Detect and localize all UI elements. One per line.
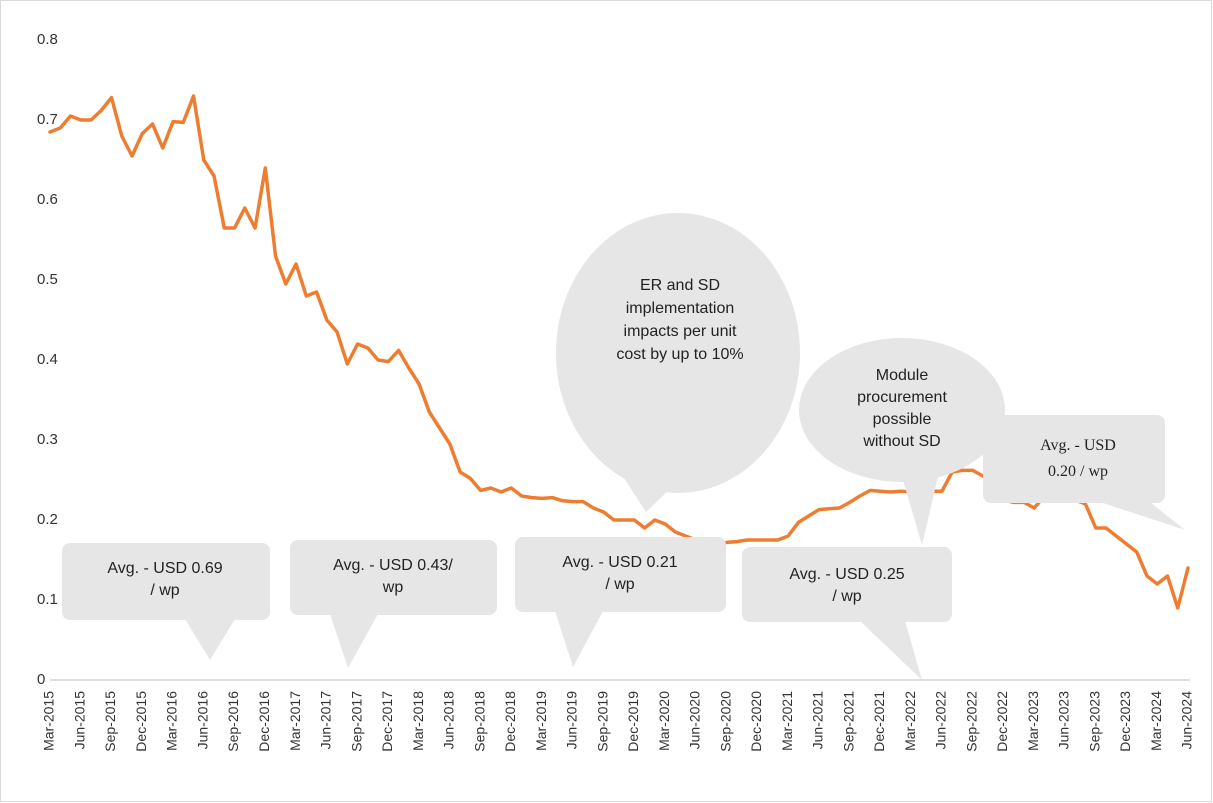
x-tick-label: Sep-2022 xyxy=(963,691,979,752)
callout-tail xyxy=(185,619,235,660)
callout-tail xyxy=(860,621,922,680)
x-tick-label: Mar-2019 xyxy=(533,691,549,751)
x-tick-label: Jun-2017 xyxy=(318,691,334,750)
x-tick-label: Mar-2018 xyxy=(410,691,426,751)
x-tick-label: Mar-2015 xyxy=(41,691,57,751)
x-tick-label: Jun-2023 xyxy=(1056,691,1072,750)
x-tick-label: Jun-2020 xyxy=(687,691,703,750)
callout-text: Avg. - USD 0.43/wp xyxy=(333,557,453,596)
callout-text: Avg. - USD 0.21/ wp xyxy=(562,554,677,593)
callout xyxy=(983,415,1165,503)
y-tick-label: 0 xyxy=(37,671,45,688)
x-tick-label: Dec-2017 xyxy=(379,691,395,752)
x-tick-label: Dec-2020 xyxy=(748,691,764,752)
x-tick-label: Mar-2024 xyxy=(1148,691,1164,751)
x-tick-label: Dec-2023 xyxy=(1117,691,1133,752)
y-tick-label: 0.3 xyxy=(37,431,58,448)
x-tick-label: Jun-2015 xyxy=(71,691,87,750)
callout xyxy=(515,537,726,612)
x-tick-label: Sep-2016 xyxy=(225,691,241,752)
speech-bubble xyxy=(556,213,800,493)
callout-tail xyxy=(900,468,940,545)
callout xyxy=(62,543,270,620)
x-tick-label: Mar-2016 xyxy=(164,691,180,751)
callout xyxy=(742,547,952,622)
callout-tail xyxy=(555,611,603,667)
callout-text: Avg. - USD 0.69/ wp xyxy=(107,560,222,599)
callouts: Avg. - USD 0.69/ wp Avg. - USD 0.43/wp A… xyxy=(62,213,1185,680)
x-tick-label: Sep-2021 xyxy=(840,691,856,752)
x-tick-label: Jun-2018 xyxy=(441,691,457,750)
y-tick-label: 0.6 xyxy=(37,191,58,208)
x-tick-label: Sep-2015 xyxy=(102,691,118,752)
callout-text: Avg. - USD 0.25/ wp xyxy=(789,566,904,605)
x-tick-label: Sep-2018 xyxy=(471,691,487,752)
x-tick-label: Mar-2023 xyxy=(1025,691,1041,751)
x-tick-label: Sep-2019 xyxy=(594,691,610,752)
y-tick-label: 0.4 xyxy=(37,351,58,368)
callout-tail xyxy=(1100,502,1185,530)
y-tick-label: 0.1 xyxy=(37,591,58,608)
callout-tail xyxy=(622,465,695,512)
x-tick-label: Jun-2024 xyxy=(1179,691,1195,750)
x-tick-label: Dec-2018 xyxy=(502,691,518,752)
x-tick-label: Mar-2020 xyxy=(656,691,672,751)
x-tick-label: Sep-2023 xyxy=(1086,691,1102,752)
speech-bubble xyxy=(799,338,1005,482)
x-tick-label: Sep-2020 xyxy=(717,691,733,752)
callout-tail xyxy=(330,614,378,668)
y-tick-label: 0.7 xyxy=(37,111,58,128)
x-tick-label: Dec-2015 xyxy=(133,691,149,752)
x-tick-label: Jun-2022 xyxy=(933,691,949,750)
bubble-text: ER and SD implementation impacts per unit c… xyxy=(616,277,743,363)
y-tick-label: 0.2 xyxy=(37,511,58,528)
y-tick-label: 0.8 xyxy=(37,31,58,48)
x-tick-label: Mar-2022 xyxy=(902,691,918,751)
x-tick-label: Jun-2016 xyxy=(194,691,210,750)
x-tick-label: Mar-2021 xyxy=(779,691,795,751)
x-tick-label: Dec-2021 xyxy=(871,691,887,752)
x-tick-label: Mar-2017 xyxy=(287,691,303,751)
x-tick-label: Sep-2017 xyxy=(348,691,364,752)
callout xyxy=(290,540,497,615)
y-tick-label: 0.5 xyxy=(37,271,58,288)
x-tick-label: Dec-2016 xyxy=(256,691,272,752)
x-tick-label: Dec-2022 xyxy=(994,691,1010,752)
bubble-text: Module procurement possible without SD xyxy=(857,367,947,450)
x-tick-label: Dec-2019 xyxy=(625,691,641,752)
x-tick-label: Jun-2021 xyxy=(810,691,826,750)
x-tick-label: Jun-2019 xyxy=(564,691,580,750)
callout-text: Avg. - USD 0.20 / wp xyxy=(1040,437,1116,480)
